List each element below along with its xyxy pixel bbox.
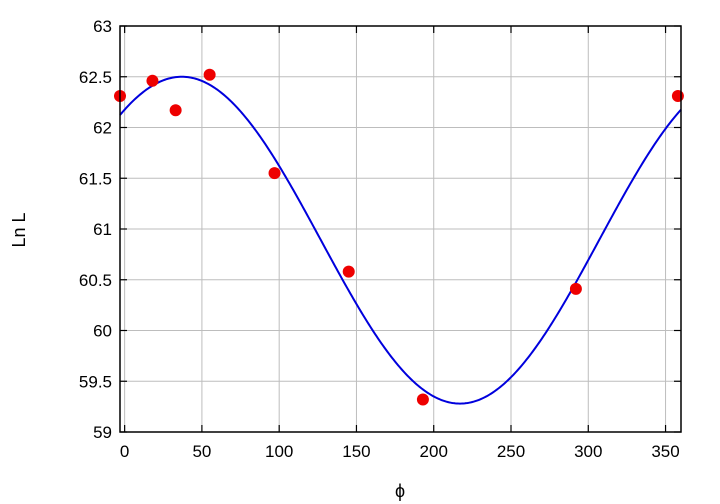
data-point [203, 68, 216, 81]
data-point [569, 282, 582, 295]
data-point [671, 90, 684, 103]
y-axis-title: Ln L [9, 212, 29, 247]
y-tick-label: 59 [93, 423, 112, 442]
x-tick-label: 50 [192, 442, 211, 461]
data-point [268, 167, 281, 180]
y-tick-label: 62 [93, 119, 112, 138]
x-tick-label: 100 [265, 442, 293, 461]
grid-lines [120, 25, 681, 433]
fit-curve-layer [119, 75, 682, 405]
data-points-layer [114, 68, 684, 406]
y-tick-label: 60.5 [79, 271, 112, 290]
x-tick-label: 300 [574, 442, 602, 461]
y-tick-label: 61 [93, 220, 112, 239]
data-point [146, 74, 159, 87]
x-tick-label: 0 [120, 442, 129, 461]
y-tick-label: 59.5 [79, 372, 112, 391]
plot-frame [119, 25, 682, 433]
y-tick-label: 62.5 [79, 68, 112, 87]
y-tick-label: 60 [93, 322, 112, 341]
y-tick-label: 61.5 [79, 169, 112, 188]
x-tick-label: 200 [420, 442, 448, 461]
x-tick-label: 150 [342, 442, 370, 461]
axes: 0 50 100 150 200 250 300 350 59 59.5 60 60.5 61 61.5 6… [79, 17, 682, 461]
y-tick-label: 63 [93, 17, 112, 36]
fit-curve [119, 75, 682, 405]
data-point [169, 104, 182, 117]
data-point [342, 265, 355, 278]
x-axis-title: ϕ [395, 481, 405, 501]
x-tick-label: 350 [651, 442, 679, 461]
data-point [416, 393, 429, 406]
x-tick-label: 250 [497, 442, 525, 461]
